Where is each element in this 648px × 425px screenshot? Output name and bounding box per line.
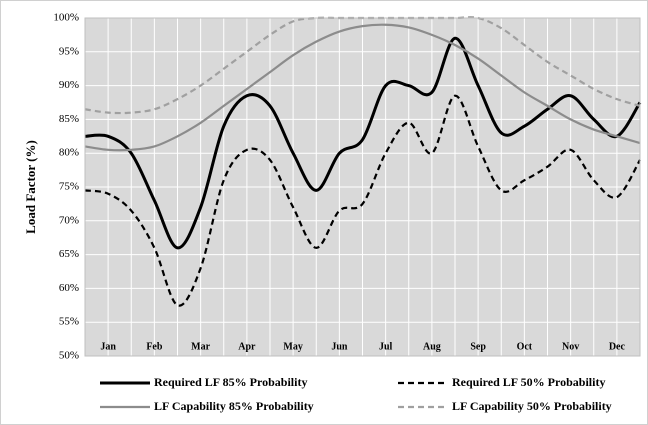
x-tick-label: Jan (100, 341, 116, 352)
legend-label: LF Capability 85% Probability (154, 399, 314, 413)
y-tick-label: 95% (59, 45, 79, 57)
x-tick-label: Sep (470, 341, 486, 352)
x-tick-label: Apr (238, 341, 256, 352)
y-tick-label: 70% (59, 214, 79, 226)
legend-label: Required LF 85% Probability (154, 375, 307, 389)
x-tick-label: Oct (517, 341, 533, 352)
x-tick-label: Mar (191, 341, 210, 352)
y-tick-label: 85% (59, 113, 79, 125)
legend-label: Required LF 50% Probability (452, 375, 605, 389)
line-series (84, 36, 642, 250)
line-series (84, 94, 641, 307)
y-tick-label: 55% (59, 316, 79, 328)
y-tick-label: 90% (59, 79, 79, 91)
x-tick-label: Feb (146, 341, 163, 352)
x-tick-label: Aug (423, 341, 441, 352)
legend-label: LF Capability 50% Probability (452, 399, 612, 413)
x-tick-label: May (283, 341, 302, 352)
x-tick-label: Dec (609, 341, 626, 352)
line-series (84, 23, 641, 152)
x-tick-label: Nov (562, 341, 579, 352)
x-tick-label: Jun (331, 341, 348, 352)
y-tick-label: 50% (59, 350, 79, 362)
y-tick-label: 60% (59, 282, 79, 294)
y-tick-label: 75% (59, 181, 79, 193)
plot-border (84, 17, 641, 357)
y-tick-label: 65% (59, 248, 79, 260)
y-axis-label: Load Factor (%) (23, 140, 38, 234)
y-tick-label: 100% (53, 12, 79, 24)
x-tick-label: Jul (379, 341, 393, 352)
y-tick-label: 80% (59, 147, 79, 159)
